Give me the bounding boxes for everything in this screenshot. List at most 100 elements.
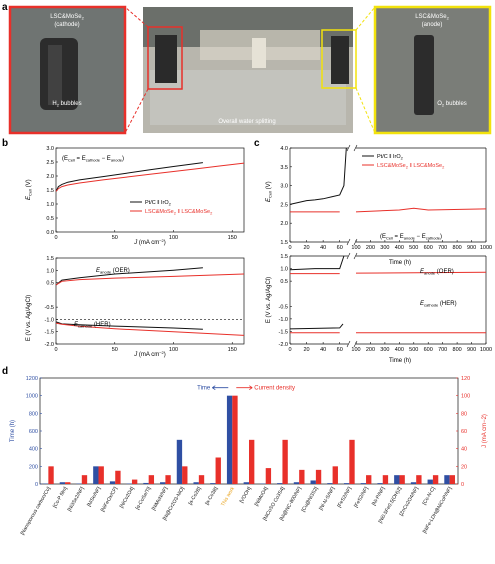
bar-current [433, 475, 438, 484]
category-label: [Ni-P/NF] [371, 485, 387, 506]
x-tick-label: 400 [395, 245, 404, 251]
x-axis-label: Time (h) [389, 260, 411, 266]
category-label: [NiMoO4] [254, 485, 270, 507]
axis-break-mark [347, 145, 357, 151]
bar-current [48, 466, 53, 484]
y-tick-label: -1.0 [279, 317, 288, 323]
x-tick-label: 600 [424, 347, 433, 353]
series-line [56, 274, 244, 285]
bar-time [428, 480, 433, 484]
legend-current-arrow [236, 386, 252, 390]
legend-label: LSC&MoSe2 ‖ LSC&MoSe2 [377, 163, 445, 170]
bar-current [316, 470, 321, 484]
x-tick-label: 100 [351, 347, 360, 353]
x-tick-label: 1000 [480, 347, 492, 353]
y-tick-label: 1.5 [280, 254, 288, 260]
y-tick-label: 0.0 [46, 230, 54, 236]
x-tick-label: 900 [467, 347, 476, 353]
x-tick-label: 300 [380, 347, 389, 353]
x-tick-label: 50 [112, 235, 118, 241]
bar-current [216, 458, 221, 485]
anode-label: Eanode (OER) [96, 268, 130, 275]
category-label: [VOOH] [239, 485, 253, 504]
legend-label: Pt/C ‖ IrO2 [377, 154, 404, 161]
x-tick-label: 0 [54, 347, 57, 353]
x-tick-label: 400 [395, 347, 404, 353]
y-tick-label: -1.5 [279, 329, 288, 335]
y-tick-label: 2.0 [46, 174, 54, 180]
x-axis-label: Time (h) [389, 358, 411, 364]
bar-time [244, 482, 249, 484]
annotation-equation: (ECell = Ecathode − Eanode) [62, 156, 124, 163]
x-axis-label: J (mA cm−2) [133, 350, 166, 358]
legend-current-label: Current density [254, 386, 295, 392]
bar-current [333, 466, 338, 484]
bar-current [82, 475, 87, 484]
category-label: [Nanoporous carbon/Co] [20, 485, 53, 536]
y-tick-label-right: 20 [461, 464, 467, 470]
bar-time [361, 483, 366, 484]
x-tick-label: 700 [438, 245, 447, 251]
x-tick-label: 150 [228, 235, 237, 241]
x-tick-label: 0 [288, 347, 291, 353]
bar-time [227, 396, 232, 484]
y-tick-label: -1.0 [45, 317, 54, 323]
x-tick-label: 500 [409, 347, 418, 353]
bar-time [377, 483, 382, 484]
bar-current [199, 475, 204, 484]
bar-time [110, 481, 115, 484]
legend-time-arrow [212, 386, 228, 390]
category-label: [Co-P film] [52, 485, 69, 509]
y-tick-label-left: 600 [29, 429, 38, 435]
category-label: [FeS2/NF] [336, 485, 353, 508]
left-label-line1: LSC&MoSe2 [50, 14, 84, 21]
y-tick-label: -1.5 [45, 330, 54, 336]
legend-time-label: Time [197, 386, 211, 392]
y-tick-label-left: 400 [29, 447, 38, 453]
y-axis-label-left: Time (h) [10, 420, 16, 442]
y-tick-label-left: 800 [29, 411, 38, 417]
bar-time [143, 483, 148, 484]
category-label: [NiSe/NF] [86, 485, 102, 507]
y-tick-label: -2.0 [45, 342, 54, 348]
bar-current [266, 468, 271, 484]
bar-current [282, 440, 287, 484]
series-line [356, 208, 486, 212]
bar-current [65, 482, 70, 484]
y-tick-label: -0.5 [45, 305, 54, 311]
y-tick-label: 0.5 [280, 279, 288, 285]
x-tick-label: 200 [366, 245, 375, 251]
category-label: [NiCo2O4] [119, 485, 136, 509]
bar-time [60, 482, 65, 484]
x-tick-label: 200 [366, 347, 375, 353]
bar-current [182, 466, 187, 484]
y-tick-label-right: 120 [461, 376, 470, 382]
right-bubbles-label: O2 bubbles [437, 101, 467, 108]
x-tick-label: 900 [467, 245, 476, 251]
bar-current [99, 466, 104, 484]
category-label-highlight: This work [220, 486, 236, 508]
y-tick-label: 3.5 [280, 165, 288, 171]
right-label-line2: (anode) [422, 22, 443, 28]
bar-time [193, 482, 198, 484]
bar-time [277, 483, 282, 484]
y-axis-label: E (V vs. Ag/AgCl) [26, 295, 32, 341]
y-tick-label: 1.5 [280, 240, 288, 246]
bar-time [444, 475, 449, 484]
x-tick-label: 100 [169, 347, 178, 353]
y-tick-label: 4.0 [280, 146, 288, 152]
bar-time [294, 482, 299, 484]
category-label: [Co-N-C] [422, 485, 437, 506]
x-tick-label: 20 [304, 347, 310, 353]
bar-current [416, 475, 421, 484]
x-tick-label: 0 [54, 235, 57, 241]
y-tick-label: 1.0 [46, 268, 54, 274]
y-tick-label: -0.5 [279, 304, 288, 310]
anode-label: Eanode (OER) [420, 269, 454, 276]
x-tick-label: 40 [320, 347, 326, 353]
bar-time [311, 480, 316, 484]
bar-current [249, 440, 254, 484]
